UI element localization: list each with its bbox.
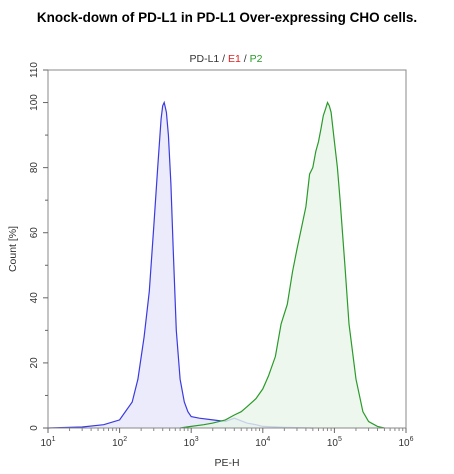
y-tick-label: 110 [29, 62, 40, 78]
series-layer [47, 100, 385, 429]
legend-part-4: P2 [250, 53, 263, 65]
chart-title: Knock-down of PD-L1 in PD-L1 Over-expres… [36, 10, 418, 25]
x-axis: 101 102 103 104 105 106 [40, 428, 414, 449]
y-tick-label: 100 [29, 94, 40, 111]
y-axis-label: Count [%] [7, 226, 19, 272]
x-tick-label: 101 [40, 436, 55, 449]
x-tick-label: 103 [184, 436, 199, 449]
y-tick-label: 0 [29, 425, 40, 431]
series-p2-line [180, 100, 385, 429]
y-tick-label: 40 [29, 292, 40, 304]
legend-part-2: E1 [228, 53, 241, 65]
legend-part-1: / [219, 53, 228, 65]
y-axis: 0 20 40 60 80 100 110 [29, 62, 48, 431]
x-tick-label: 102 [112, 436, 127, 449]
x-tick-label: 105 [327, 436, 342, 449]
y-tick-label: 20 [29, 357, 40, 369]
x-tick-label: 106 [398, 436, 413, 449]
chart-legend: PD-L1 / E1 / P2 [190, 53, 263, 65]
plot-frame [47, 69, 407, 429]
x-tick-label: 104 [255, 436, 270, 449]
y-tick-label: 60 [29, 227, 40, 239]
series-p2-fill [180, 102, 385, 428]
y-tick-label: 80 [29, 162, 40, 174]
x-axis-label: PE-H [214, 457, 239, 469]
legend-part-3: / [241, 53, 250, 65]
legend-part-0: PD-L1 [190, 53, 220, 65]
